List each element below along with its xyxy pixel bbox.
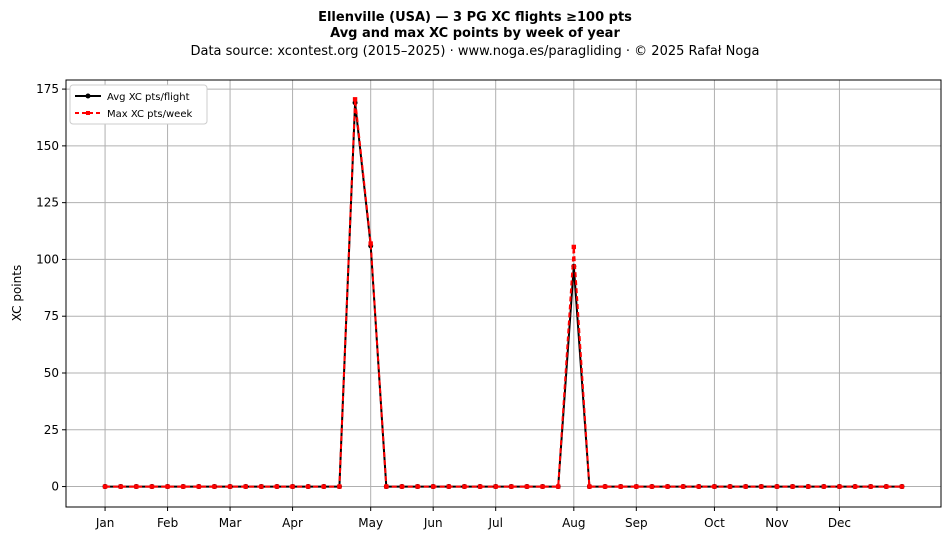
point-max [524, 484, 530, 489]
point-max [899, 484, 905, 489]
y-tick-label: 75 [44, 309, 59, 323]
point-max [509, 484, 514, 489]
chart-subtitle: Avg and max XC points by week of year [330, 26, 620, 41]
point-max [352, 97, 358, 102]
y-tick-label: 150 [36, 139, 59, 153]
point-max [196, 484, 202, 489]
point-max [727, 484, 733, 489]
legend: Avg XC pts/flight Max XC pts/week [69, 84, 208, 125]
point-max [305, 484, 311, 489]
x-tick-label: May [358, 516, 383, 530]
x-tick-label: Mar [219, 516, 242, 530]
point-max [180, 484, 186, 489]
point-max [602, 484, 608, 489]
y-tick-label: 175 [36, 82, 59, 96]
point-max [649, 484, 655, 489]
point-max [852, 484, 858, 489]
point-max [290, 484, 295, 489]
x-tick-label: Aug [562, 516, 585, 530]
series-line-max [105, 98, 902, 488]
x-tick-label: Dec [828, 516, 851, 530]
point-max [321, 484, 327, 489]
legend-marker-max [86, 111, 90, 115]
point-max [837, 484, 842, 489]
point-max [680, 484, 686, 489]
chart-title: Ellenville (USA) — 3 PG XC flights ≥100 … [318, 10, 632, 25]
point-max [634, 484, 639, 489]
point-max [134, 484, 139, 489]
y-tick-label: 25 [44, 423, 59, 437]
point-max [665, 484, 670, 489]
x-tick-label: Jun [423, 516, 443, 530]
series-layer [102, 97, 905, 490]
point-max [540, 484, 545, 489]
x-tick-label: Jan [95, 516, 115, 530]
point-max [884, 484, 889, 489]
point-max [149, 484, 155, 489]
point-max [165, 484, 170, 489]
point-max [415, 484, 420, 489]
legend-label-avg: Avg XC pts/flight [107, 92, 190, 103]
point-max [384, 484, 389, 489]
point-max [587, 484, 592, 489]
point-max [337, 484, 342, 489]
x-tick-label: Sep [625, 516, 648, 530]
point-max [493, 484, 498, 489]
y-tick-label: 125 [36, 196, 59, 210]
point-max [821, 484, 827, 489]
x-tick-label: Nov [765, 516, 788, 530]
x-axis: Jan Feb Mar Apr May Jun Jul Aug Sep Oct Nov Dec [95, 507, 851, 530]
x-tick-label: Oct [704, 516, 725, 530]
point-max [477, 484, 483, 489]
y-tick-label: 100 [36, 252, 59, 266]
series-line-avg [105, 101, 902, 488]
point-max [212, 484, 217, 489]
point-max [696, 484, 702, 489]
point-max [462, 484, 467, 489]
legend-box [69, 84, 208, 125]
y-tick-label: 0 [51, 480, 59, 494]
y-tick-label: 50 [44, 366, 59, 380]
point-max [868, 484, 873, 489]
x-tick-label: Feb [157, 516, 178, 530]
point-max [243, 484, 248, 489]
y-axis: 0 25 50 75 100 125 150 175 [36, 82, 66, 494]
point-max [118, 484, 123, 489]
point-max [743, 484, 748, 489]
chart-source-line: Data source: xcontest.org (2015–2025) · … [190, 44, 759, 59]
point-max [571, 244, 577, 250]
point-max [555, 484, 561, 489]
y-axis-label: XC points [10, 265, 24, 321]
plot-frame [65, 79, 942, 508]
point-max [368, 241, 373, 246]
point-max [805, 484, 811, 489]
point-max [430, 484, 436, 489]
point-max [759, 484, 764, 489]
grid [66, 80, 941, 507]
point-max [774, 484, 780, 489]
point-max [712, 484, 717, 489]
point-max [399, 484, 405, 489]
legend-marker-avg [85, 93, 91, 99]
legend-label-max: Max XC pts/week [107, 109, 192, 120]
point-max [102, 484, 108, 489]
x-tick-label: Apr [282, 516, 303, 530]
point-max [227, 484, 233, 489]
point-max [446, 484, 452, 489]
point-max [259, 484, 264, 489]
point-max [274, 484, 280, 489]
point-max [618, 484, 623, 489]
point-max [790, 484, 795, 489]
x-tick-label: Jul [487, 516, 502, 530]
